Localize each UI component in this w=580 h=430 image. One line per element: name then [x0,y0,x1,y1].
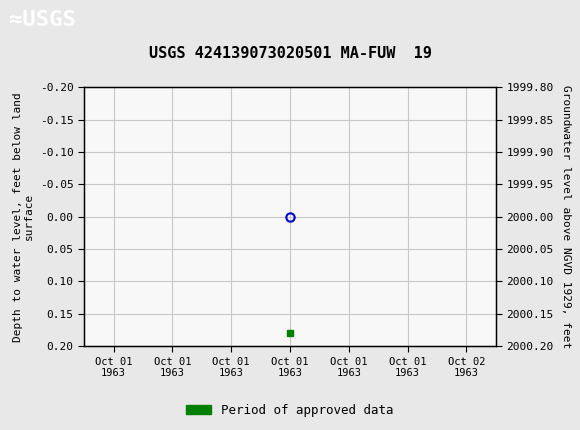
Text: USGS 424139073020501 MA-FUW  19: USGS 424139073020501 MA-FUW 19 [148,46,432,61]
Text: ≈USGS: ≈USGS [9,10,75,30]
Y-axis label: Depth to water level, feet below land
surface: Depth to water level, feet below land su… [13,92,34,341]
Legend: Period of approved data: Period of approved data [181,399,399,421]
Y-axis label: Groundwater level above NGVD 1929, feet: Groundwater level above NGVD 1929, feet [560,85,571,348]
